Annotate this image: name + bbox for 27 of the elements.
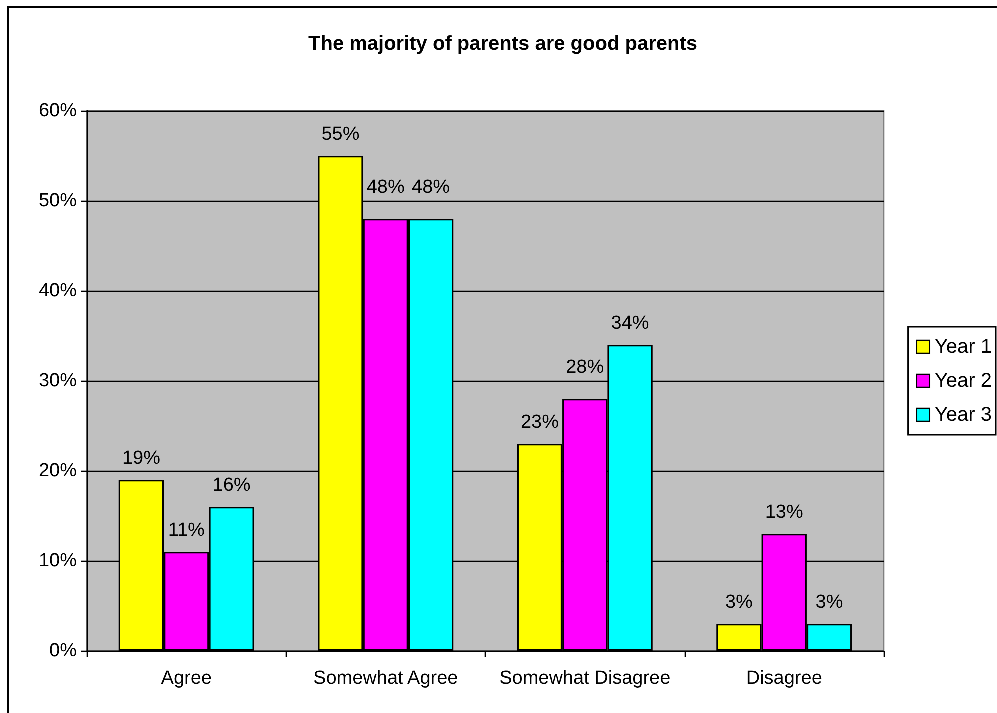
data-label: 19% <box>122 448 161 469</box>
x-tick-label: Somewhat Agree <box>314 668 458 689</box>
data-label: 55% <box>322 124 360 145</box>
data-label: 13% <box>765 502 804 523</box>
legend-label: Year 2 <box>934 370 992 392</box>
data-label: 48% <box>412 177 450 198</box>
x-tick-label: Agree <box>161 668 212 689</box>
data-label: 3% <box>816 592 844 613</box>
data-label: 34% <box>611 313 650 334</box>
legend-label: Year 1 <box>934 336 992 358</box>
data-label: 48% <box>366 177 405 198</box>
chart-title: The majority of parents are good parents <box>308 33 698 55</box>
data-label: 16% <box>212 475 251 496</box>
y-tick-label: 10% <box>38 550 78 572</box>
x-tick-label: Somewhat Disagree <box>500 668 671 689</box>
y-tick-label: 60% <box>38 100 78 122</box>
data-label: 28% <box>566 357 604 378</box>
data-label: 23% <box>520 412 560 433</box>
y-tick-label: 0% <box>50 640 78 662</box>
data-label: 11% <box>168 520 206 541</box>
y-tick-label: 50% <box>38 190 78 212</box>
y-tick-label: 40% <box>38 280 78 302</box>
legend-label: Year 3 <box>934 404 992 426</box>
y-tick-label: 30% <box>38 370 78 392</box>
data-label: 3% <box>725 592 754 613</box>
x-tick-label: Disagree <box>746 668 822 689</box>
y-tick-label: 20% <box>38 460 78 482</box>
